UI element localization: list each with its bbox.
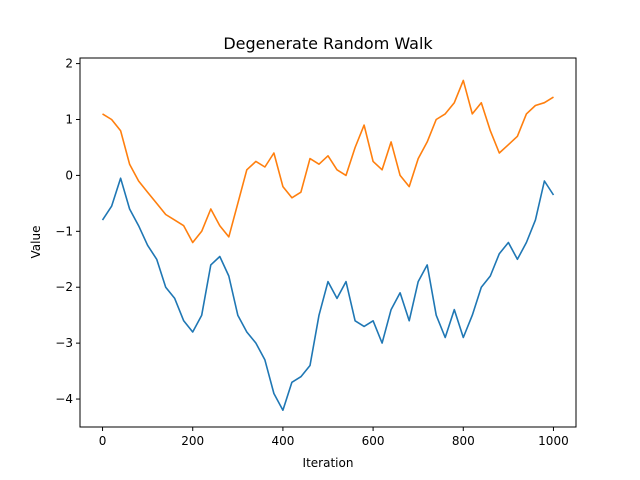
x-tick-label: 0 bbox=[99, 434, 107, 448]
x-tick-label: 800 bbox=[452, 434, 475, 448]
y-tick-label: 0 bbox=[65, 168, 73, 182]
y-tick-label: −3 bbox=[55, 336, 73, 350]
series-line-1 bbox=[101, 177, 555, 412]
chart-title: Degenerate Random Walk bbox=[223, 34, 433, 53]
x-tick-label: 200 bbox=[181, 434, 204, 448]
y-tick-label: −2 bbox=[55, 280, 73, 294]
ticks-layer: 0 200 400 600 800 1000 −4 −3 −2 −1 0 1 2 bbox=[55, 57, 568, 448]
x-tick-label: 1000 bbox=[538, 434, 569, 448]
y-tick-label: −4 bbox=[55, 392, 73, 406]
y-axis-label: Value bbox=[29, 226, 43, 259]
x-tick-label: 400 bbox=[271, 434, 294, 448]
plot-frame bbox=[79, 57, 577, 428]
series-layer bbox=[101, 79, 555, 412]
series-line-2 bbox=[102, 79, 554, 244]
y-tick-label: 2 bbox=[65, 57, 73, 71]
y-tick-label: 1 bbox=[65, 113, 73, 127]
x-tick-label: 600 bbox=[362, 434, 385, 448]
x-axis-label: Iteration bbox=[303, 456, 354, 470]
y-tick-label: −1 bbox=[55, 224, 73, 238]
